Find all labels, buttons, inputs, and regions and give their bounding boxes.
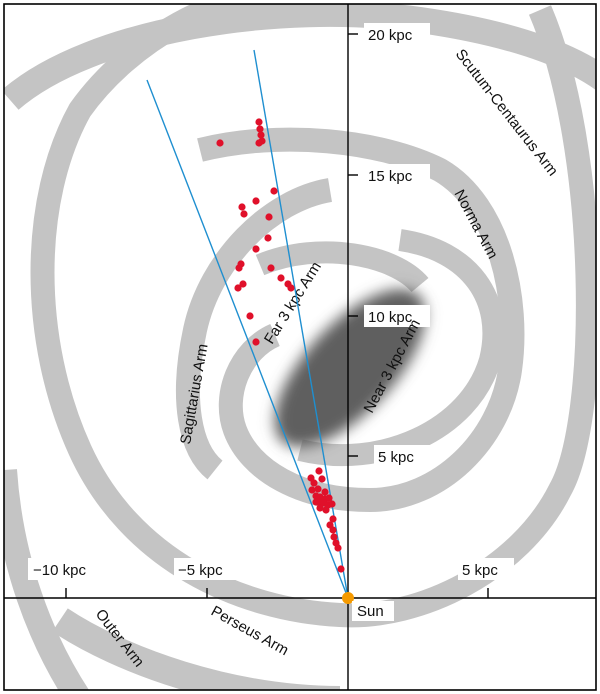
maser-source-25 — [318, 475, 326, 483]
maser-source-23 — [252, 338, 260, 346]
maser-source-24 — [315, 467, 323, 475]
maser-source-13 — [252, 245, 260, 253]
maser-source-41 — [322, 506, 330, 514]
maser-source-12 — [264, 234, 272, 242]
maser-source-47 — [334, 544, 342, 552]
sightline-left — [146, 79, 349, 599]
maser-source-1 — [255, 118, 263, 126]
maser-source-29 — [314, 485, 322, 493]
maser-source-39 — [328, 500, 336, 508]
maser-source-30 — [321, 488, 329, 496]
maser-source-11 — [265, 213, 273, 221]
y-label-10: 10 kpc — [368, 309, 413, 326]
maser-source-7 — [270, 187, 278, 195]
maser-source-8 — [252, 197, 260, 205]
far-3kpc-arm — [255, 241, 429, 293]
spiral-arms — [4, 4, 596, 690]
outer-arm-lower — [4, 469, 90, 690]
y-axis-labels: 20 kpc 15 kpc 10 kpc 5 kpc — [364, 23, 430, 467]
x-axis-labels: −10 kpc −5 kpc 5 kpc — [28, 558, 514, 580]
label-scutum-centaurus-arm: Scutum-Centaurus Arm — [452, 46, 561, 179]
sun-marker — [342, 592, 354, 604]
norma-arm — [197, 127, 525, 513]
maser-source-2 — [256, 125, 264, 133]
maser-source-28 — [308, 486, 316, 494]
maser-source-16 — [267, 264, 275, 272]
maser-source-42 — [329, 515, 337, 523]
maser-source-5 — [255, 139, 263, 147]
maser-source-15 — [235, 264, 243, 272]
maser-source-40 — [316, 504, 324, 512]
sun-label: Sun — [357, 603, 384, 620]
scutum-centaurus-arm — [30, 4, 596, 628]
perseus-arm — [52, 608, 341, 690]
maser-source-10 — [240, 210, 248, 218]
maser-source-21 — [287, 284, 295, 292]
maser-source-9 — [238, 203, 246, 211]
y-label-20: 20 kpc — [368, 27, 413, 44]
maser-source-34 — [325, 494, 333, 502]
outer-arm — [4, 4, 596, 110]
y-label-15: 15 kpc — [368, 168, 413, 185]
maser-source-44 — [329, 526, 337, 534]
x-label-5: 5 kpc — [462, 562, 498, 579]
galactic-bar — [274, 288, 426, 448]
maser-source-17 — [277, 274, 285, 282]
frame-border — [3, 3, 597, 691]
axes — [4, 4, 596, 690]
maser-source-6 — [216, 139, 224, 147]
x-label-m5: −5 kpc — [178, 562, 223, 579]
maser-source-3 — [257, 131, 265, 139]
maser-source-27 — [310, 479, 318, 487]
maser-source-20 — [234, 284, 242, 292]
maser-source-19 — [239, 280, 247, 288]
maser-source-22 — [246, 312, 254, 320]
maser-source-45 — [330, 533, 338, 541]
maser-sources — [216, 118, 345, 573]
sagittarius-arm — [175, 178, 333, 480]
y-label-5: 5 kpc — [378, 449, 414, 466]
maser-source-48 — [337, 565, 345, 573]
x-label-m10: −10 kpc — [33, 562, 86, 579]
inner-ring — [297, 229, 505, 467]
